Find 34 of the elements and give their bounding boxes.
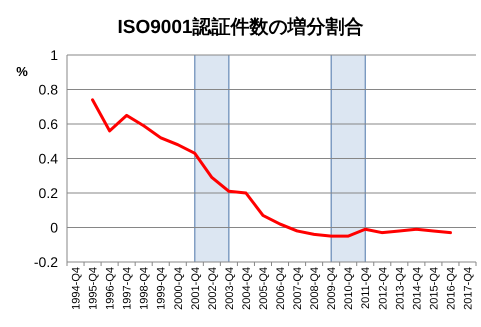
- x-tick-label: 2008-Q4: [309, 267, 322, 310]
- x-tick-label: 2012-Q4: [377, 267, 390, 310]
- y-tick-label: 0: [50, 220, 58, 236]
- x-tick-label: 2017-Q4: [462, 267, 474, 310]
- x-tick-label: 1996-Q4: [104, 267, 117, 310]
- y-tick-label: 1: [50, 47, 58, 63]
- y-axis-title: %: [16, 64, 28, 79]
- x-tick-label: 2015-Q4: [428, 267, 440, 310]
- y-tick-label: 0.8: [38, 82, 58, 98]
- x-tick-label: 2000-Q4: [172, 267, 185, 310]
- x-tick-label: 1995-Q4: [88, 267, 100, 310]
- x-tick-label: 2009-Q4: [326, 267, 338, 310]
- x-tick-label: 1998-Q4: [138, 267, 151, 310]
- chart-title: ISO9001認証件数の増分割合: [118, 16, 364, 38]
- x-tick-label: 2016-Q4: [445, 267, 458, 310]
- x-tick-label: 2002-Q4: [206, 267, 219, 310]
- line-series: [91, 98, 452, 238]
- x-tick-label: 1999-Q4: [156, 267, 168, 310]
- x-tick-label: 2003-Q4: [224, 267, 236, 310]
- x-tick-label: 1997-Q4: [122, 267, 134, 310]
- x-tick-label: 1994-Q4: [70, 267, 83, 310]
- x-tick-label: 2014-Q4: [411, 267, 424, 310]
- x-tick-label: 2006-Q4: [275, 267, 288, 310]
- x-tick-label: 2011-Q4: [360, 267, 372, 309]
- y-tick-label: -0.2: [34, 254, 58, 270]
- x-tick-label: 2010-Q4: [343, 267, 356, 310]
- y-tick-label: 0.4: [38, 150, 58, 166]
- x-tick-label: 2007-Q4: [292, 267, 304, 310]
- y-tick-label: 0.6: [38, 116, 58, 132]
- x-tick-label: 2001-Q4: [190, 267, 202, 310]
- y-tick-label: 0.2: [38, 185, 58, 201]
- x-tick-label: 2004-Q4: [240, 267, 253, 310]
- x-tick-label: 2005-Q4: [258, 267, 270, 310]
- x-tick-label: 2013-Q4: [394, 267, 406, 310]
